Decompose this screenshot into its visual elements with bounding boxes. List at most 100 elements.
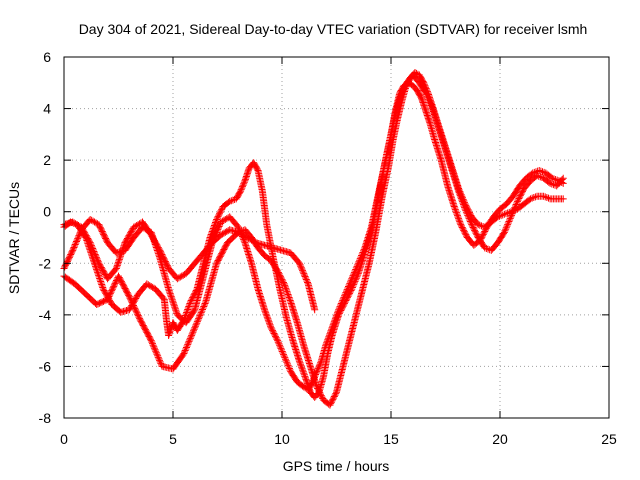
data-point	[92, 252, 100, 260]
data-point	[281, 355, 289, 363]
grid-lines	[64, 57, 609, 418]
data-point	[97, 279, 105, 287]
data-point	[333, 310, 341, 318]
data-point	[284, 290, 292, 298]
data-point	[300, 369, 308, 377]
data-point	[276, 343, 284, 351]
data-point	[245, 234, 253, 242]
data-point	[323, 337, 331, 345]
data-point	[270, 329, 278, 337]
data-point	[279, 278, 287, 286]
data-point	[468, 221, 476, 229]
data-point	[250, 238, 258, 246]
data-point	[458, 223, 466, 231]
data-point	[467, 219, 475, 227]
data-point	[240, 180, 248, 188]
data-point	[213, 227, 221, 235]
data-point	[169, 299, 177, 307]
data-point	[552, 175, 560, 183]
data-point	[285, 292, 293, 300]
data-point	[149, 341, 157, 349]
data-point	[132, 307, 140, 315]
y-tick-label: 4	[43, 101, 51, 117]
data-point	[353, 262, 361, 270]
data-point	[481, 226, 489, 234]
data-point	[273, 335, 281, 343]
data-point	[214, 213, 222, 221]
data-point	[157, 359, 165, 367]
data-point	[189, 328, 197, 336]
data-point	[470, 225, 478, 233]
data-point	[505, 208, 513, 216]
data-point	[518, 189, 526, 197]
data-point	[512, 206, 520, 214]
data-point	[166, 290, 174, 298]
data-point	[536, 173, 544, 181]
data-point	[71, 242, 79, 250]
data-point	[327, 327, 335, 335]
y-tick-label: 6	[43, 49, 51, 65]
data-point	[154, 353, 162, 361]
data-point	[451, 204, 459, 212]
data-point	[451, 206, 459, 214]
data-point	[525, 196, 533, 204]
data-point	[456, 188, 464, 196]
data-point	[217, 207, 225, 215]
data-point	[514, 196, 522, 204]
data-point	[74, 235, 82, 243]
data-point	[226, 197, 234, 205]
data-point	[213, 215, 221, 223]
data-point	[356, 256, 364, 264]
data-point	[106, 291, 114, 299]
data-point	[237, 230, 245, 238]
data-point	[336, 303, 344, 311]
data-point	[314, 386, 322, 394]
data-point	[69, 245, 77, 253]
data-point	[207, 230, 215, 238]
data-point	[117, 249, 125, 257]
data-point	[98, 281, 106, 289]
data-point	[221, 228, 229, 236]
data-point	[149, 283, 157, 291]
data-point	[412, 69, 420, 77]
data-point	[129, 300, 137, 308]
data-point	[282, 286, 290, 294]
data-point	[236, 229, 244, 237]
data-point	[346, 279, 354, 287]
data-point	[147, 337, 155, 345]
data-point	[281, 283, 289, 291]
data-point	[112, 264, 120, 272]
data-point	[471, 228, 479, 236]
data-point	[247, 236, 255, 244]
data-point	[94, 256, 102, 264]
data-point	[354, 259, 362, 267]
data-point	[332, 313, 340, 321]
data-point	[133, 309, 141, 317]
data-point	[148, 338, 156, 346]
data-point	[233, 222, 241, 230]
data-point	[275, 270, 283, 278]
data-point	[90, 247, 98, 255]
data-point	[329, 321, 337, 329]
data-point	[118, 248, 126, 256]
data-point	[476, 221, 484, 229]
data-point	[120, 242, 128, 250]
data-point	[504, 219, 512, 227]
data-point	[274, 337, 282, 345]
data-point	[500, 210, 508, 218]
data-point	[146, 335, 154, 343]
data-point	[559, 195, 567, 203]
data-point	[71, 240, 79, 248]
data-point	[276, 271, 284, 279]
data-point	[472, 229, 480, 237]
data-point	[265, 318, 273, 326]
data-point	[349, 272, 357, 280]
data-point	[500, 230, 508, 238]
data-point	[527, 195, 535, 203]
data-point	[224, 198, 232, 206]
y-tick-label: -4	[39, 307, 52, 323]
data-point	[301, 273, 309, 281]
data-point	[94, 270, 102, 278]
data-point	[113, 261, 121, 269]
data-point	[535, 172, 543, 180]
